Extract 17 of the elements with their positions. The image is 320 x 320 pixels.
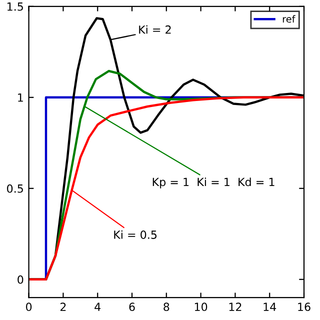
legend-label: ref <box>282 15 296 23</box>
x-tick-label: 16 <box>298 302 310 312</box>
x-tick-label: 6 <box>129 302 135 312</box>
y-tick-label: 1 <box>18 94 23 102</box>
annotation: Ki = 2 <box>139 25 171 34</box>
annotation: Ki = 0.5 <box>114 230 157 239</box>
x-tick-label: 2 <box>60 302 66 311</box>
x-tick-label: 8 <box>164 302 170 312</box>
y-tick-label: 0.5 <box>7 184 23 193</box>
y-tick-label: 0 <box>18 275 24 284</box>
x-tick-label: 14 <box>264 302 276 311</box>
x-tick-label: 4 <box>94 302 101 311</box>
x-tick-label: 10 <box>194 302 208 312</box>
y-tick-label: 1.5 <box>7 2 23 11</box>
annotation: Kp = 1 Ki = 1 Kd = 1 <box>152 178 274 188</box>
x-tick-label: 0 <box>26 302 32 312</box>
x-tick-label: 12 <box>229 302 242 311</box>
